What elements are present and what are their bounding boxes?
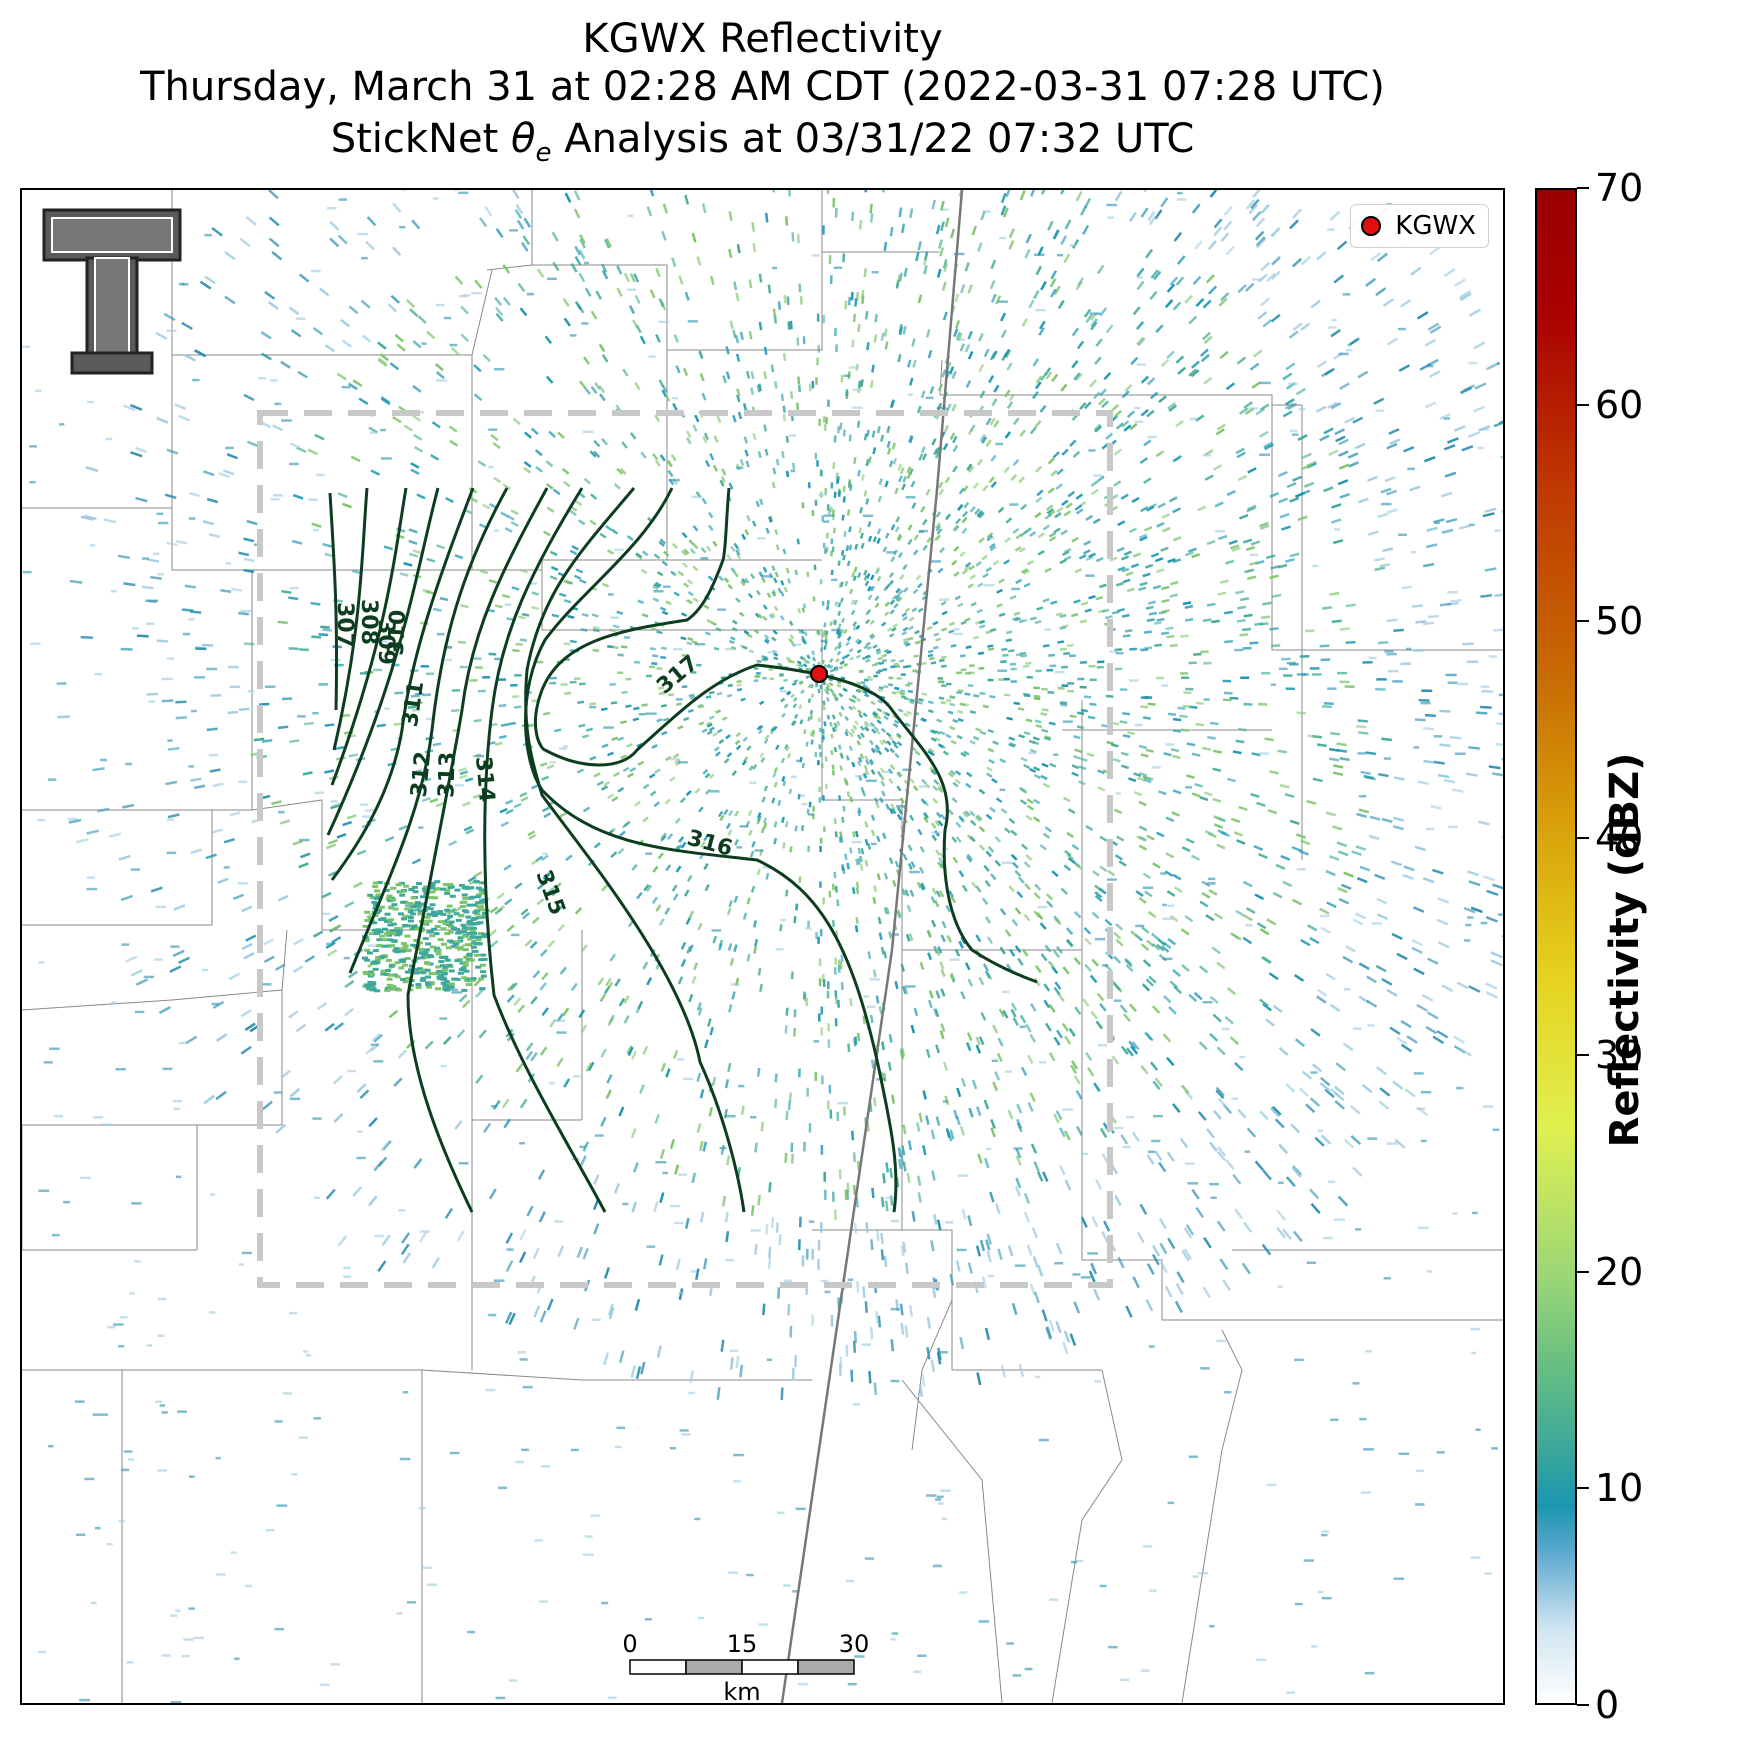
legend-marker-icon <box>1361 216 1382 236</box>
reflectivity-echoes <box>22 190 1503 1703</box>
colorbar-tick-label: 70 <box>1595 166 1644 210</box>
contour-label-308: 308 <box>356 599 381 645</box>
colorbar-tick-mark <box>1577 1704 1589 1706</box>
interstate-line <box>780 190 964 1703</box>
scale-tick-30: 30 <box>839 1630 870 1658</box>
contour-label-310: 310 <box>384 609 411 656</box>
contour-label-316: 316 <box>684 826 735 862</box>
colorbar-tick-label: 0 <box>1595 1683 1620 1727</box>
reflectivity-colorbar <box>1535 188 1577 1705</box>
theta-symbol: θ <box>511 116 536 162</box>
contour-label-314: 314 <box>470 755 499 803</box>
colorbar-tick-label: 30 <box>1595 1032 1644 1077</box>
colorbar-tick-label: 20 <box>1595 1249 1644 1294</box>
theta-e-contours <box>326 487 1038 1213</box>
map-legend: KGWX <box>1350 204 1489 248</box>
colorbar-tick-label: 60 <box>1595 382 1644 427</box>
colorbar-tick-mark <box>1577 837 1589 840</box>
contour-label-317: 317 <box>652 651 703 700</box>
contour-label-313: 313 <box>434 751 461 798</box>
subtitle-suffix: Analysis at 03/31/22 07:32 UTC <box>551 116 1195 162</box>
radar-map: 307 308 309 310 311 312 313 314 315 316 … <box>22 190 1503 1703</box>
theta-subscript: e <box>535 138 552 168</box>
chart-title: KGWX Reflectivity <box>582 16 943 62</box>
chart-subtitle-analysis: StickNet θe Analysis at 03/31/22 07:32 U… <box>20 116 1505 176</box>
contour-label-312: 312 <box>407 750 437 798</box>
colorbar-tick-mark <box>1577 1053 1589 1056</box>
subtitle-prefix: StickNet <box>330 116 511 162</box>
colorbar-tick-mark <box>1577 403 1589 406</box>
colorbar-title: Reflectivity (dBZ) <box>1602 752 1648 1148</box>
colorbar-tick-label: 50 <box>1595 599 1644 644</box>
scale-tick-15: 15 <box>727 1630 758 1658</box>
scale-bar: 0 15 30 km <box>622 1620 892 1705</box>
chart-subtitle-time: Thursday, March 31 at 02:28 AM CDT (2022… <box>140 64 1385 110</box>
contour-label-311: 311 <box>398 680 429 729</box>
analysis-domain-box <box>257 410 1113 1288</box>
scale-unit: km <box>723 1678 760 1705</box>
map-panel[interactable]: 307 308 309 310 311 312 313 314 315 316 … <box>20 188 1505 1705</box>
texas-tech-double-t-logo <box>42 208 182 382</box>
colorbar-tick-label: 10 <box>1595 1466 1644 1511</box>
colorbar-tick-mark <box>1577 620 1589 623</box>
legend-label: KGWX <box>1395 211 1476 241</box>
contour-label-309: 309 <box>373 619 398 665</box>
county-boundaries <box>22 190 1503 1703</box>
colorbar-tick-mark <box>1577 1487 1589 1490</box>
contour-label-307: 307 <box>332 602 357 648</box>
colorbar-tick-label: 40 <box>1595 816 1644 861</box>
colorbar-tick-mark <box>1577 187 1589 189</box>
scale-tick-0: 0 <box>622 1630 637 1658</box>
radar-site-marker <box>810 665 828 683</box>
colorbar-tick-mark <box>1577 1270 1589 1273</box>
contour-label-315: 315 <box>531 867 570 919</box>
